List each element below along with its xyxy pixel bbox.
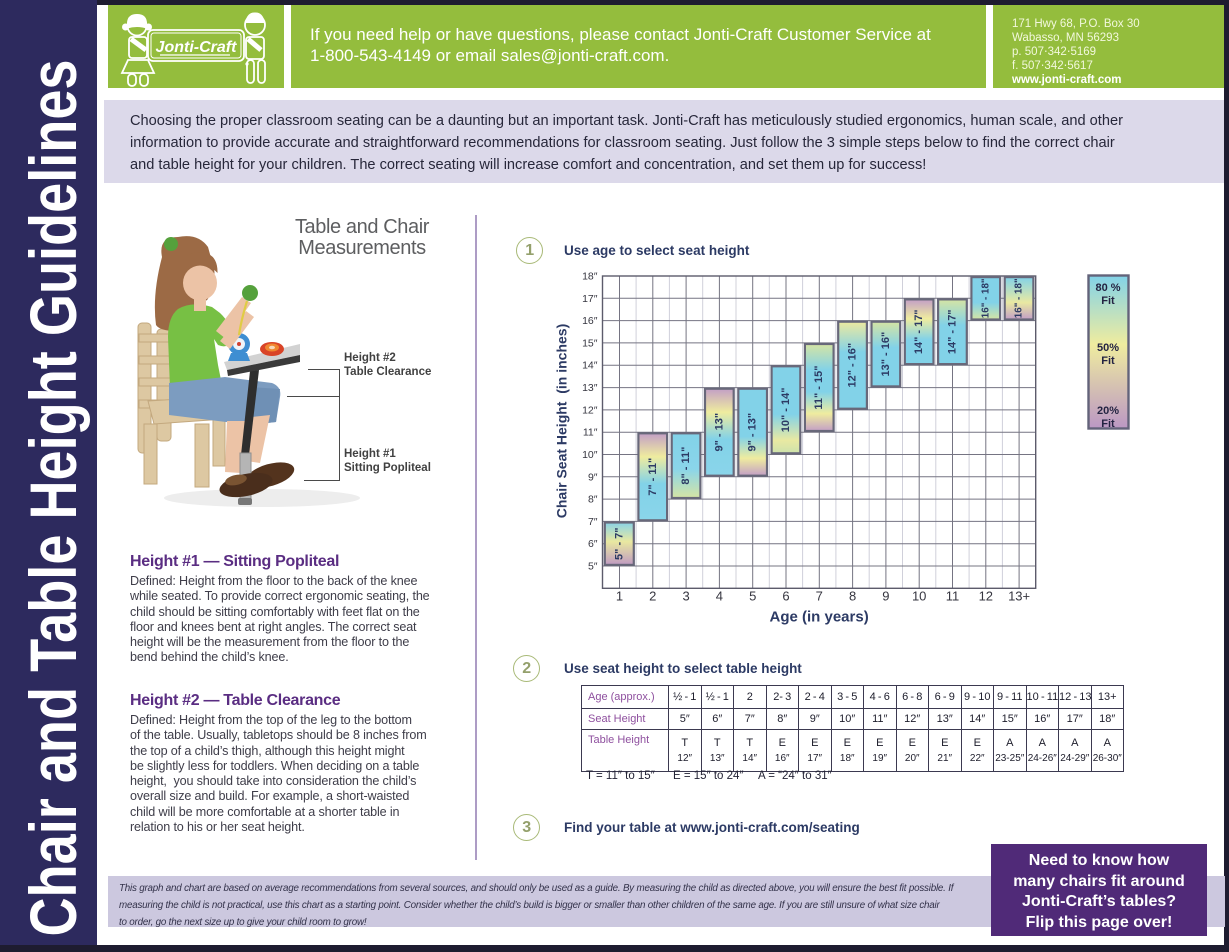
svg-text:50%: 50%	[1097, 342, 1119, 354]
svg-text:11" - 15": 11" - 15"	[813, 366, 825, 410]
svg-text:18″: 18″	[582, 271, 598, 283]
svg-text:1: 1	[616, 588, 623, 603]
svg-text:8" - 11": 8" - 11"	[680, 447, 692, 485]
svg-text:Chair Seat Height (in inches): Chair Seat Height (in inches)	[554, 324, 570, 518]
svg-text:6: 6	[782, 588, 789, 603]
svg-text:7″: 7″	[588, 516, 598, 528]
svg-text:12" - 16": 12" - 16"	[847, 343, 859, 388]
svg-text:Fit: Fit	[1101, 295, 1115, 307]
svg-text:20%: 20%	[1097, 405, 1119, 417]
svg-text:14" - 17": 14" - 17"	[913, 309, 925, 354]
svg-text:9" - 13": 9" - 13"	[713, 413, 725, 452]
svg-text:16" - 18": 16" - 18"	[980, 278, 991, 318]
svg-text:7" - 11": 7" - 11"	[647, 458, 659, 496]
svg-text:10″: 10″	[582, 449, 598, 461]
svg-text:9″: 9″	[588, 471, 598, 483]
svg-text:Fit: Fit	[1101, 418, 1115, 430]
svg-text:12: 12	[979, 588, 993, 603]
svg-text:11″: 11″	[583, 427, 598, 439]
svg-text:14" - 17": 14" - 17"	[946, 309, 958, 354]
svg-text:2: 2	[649, 588, 656, 603]
svg-text:5″: 5″	[588, 561, 598, 573]
svg-text:12″: 12″	[582, 404, 598, 416]
svg-text:16″: 16″	[582, 315, 598, 327]
svg-text:16" - 18": 16" - 18"	[1014, 278, 1025, 318]
svg-text:13" - 16": 13" - 16"	[880, 332, 892, 377]
svg-text:4: 4	[716, 588, 723, 603]
svg-text:14″: 14″	[582, 360, 598, 372]
svg-text:80 %: 80 %	[1095, 282, 1120, 294]
svg-text:Jonti-Craft: Jonti-Craft	[156, 39, 238, 56]
svg-text:9: 9	[882, 588, 889, 603]
svg-text:10: 10	[912, 588, 926, 603]
svg-text:13″: 13″	[582, 382, 598, 394]
svg-text:8: 8	[849, 588, 856, 603]
svg-text:8″: 8″	[588, 494, 598, 506]
svg-text:11: 11	[946, 588, 960, 603]
svg-text:Fit: Fit	[1101, 355, 1115, 367]
svg-text:5" - 7": 5" - 7"	[613, 527, 625, 559]
svg-text:3: 3	[682, 588, 689, 603]
svg-text:17″: 17″	[582, 293, 598, 305]
svg-text:7: 7	[816, 588, 823, 603]
svg-text:10" - 14": 10" - 14"	[780, 388, 792, 433]
svg-text:15″: 15″	[582, 337, 598, 349]
svg-text:13+: 13+	[1008, 588, 1030, 603]
svg-text:5: 5	[749, 588, 756, 603]
svg-text:6″: 6″	[588, 538, 598, 550]
svg-text:9" - 13": 9" - 13"	[747, 413, 759, 452]
svg-text:Age (in years): Age (in years)	[769, 608, 868, 625]
